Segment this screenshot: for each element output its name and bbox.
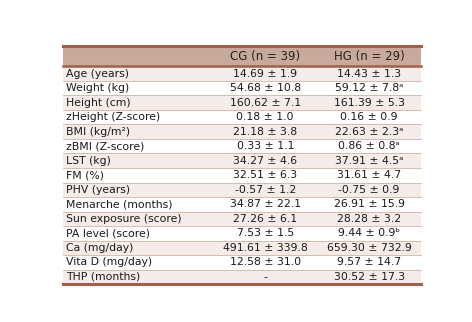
Bar [63, 125, 213, 139]
Bar [317, 81, 421, 95]
Bar [317, 139, 421, 154]
Text: -0.57 ± 1.2: -0.57 ± 1.2 [235, 185, 296, 195]
Text: 14.69 ± 1.9: 14.69 ± 1.9 [233, 69, 297, 79]
Text: 34.87 ± 22.1: 34.87 ± 22.1 [230, 199, 301, 209]
Text: -: - [263, 272, 267, 282]
Text: 22.63 ± 2.3ᵃ: 22.63 ± 2.3ᵃ [335, 127, 404, 137]
Text: 14.43 ± 1.3: 14.43 ± 1.3 [337, 69, 401, 79]
Bar [63, 46, 213, 66]
Bar [213, 197, 317, 212]
Bar [63, 168, 213, 183]
Text: 7.53 ± 1.5: 7.53 ± 1.5 [236, 228, 294, 238]
Text: 160.62 ± 7.1: 160.62 ± 7.1 [230, 98, 301, 108]
Text: 26.91 ± 15.9: 26.91 ± 15.9 [334, 199, 405, 209]
Bar [213, 66, 317, 81]
Bar [317, 270, 421, 284]
Bar [63, 183, 213, 197]
Bar [213, 226, 317, 241]
Text: LST (kg): LST (kg) [66, 156, 110, 166]
Bar [317, 183, 421, 197]
Text: 0.86 ± 0.8ᵃ: 0.86 ± 0.8ᵃ [338, 141, 400, 151]
Bar [317, 95, 421, 110]
Text: 31.61 ± 4.7: 31.61 ± 4.7 [337, 170, 401, 180]
Text: Menarche (months): Menarche (months) [66, 199, 172, 209]
Bar [63, 110, 213, 125]
Text: Vita D (mg/day): Vita D (mg/day) [66, 257, 152, 267]
Bar [213, 95, 317, 110]
Text: FM (%): FM (%) [66, 170, 103, 180]
Bar [63, 241, 213, 255]
Bar [317, 110, 421, 125]
Text: 37.91 ± 4.5ᵃ: 37.91 ± 4.5ᵃ [335, 156, 404, 166]
Text: 28.28 ± 3.2: 28.28 ± 3.2 [337, 214, 401, 224]
Bar [317, 46, 421, 66]
Text: THP (months): THP (months) [66, 272, 140, 282]
Text: 27.26 ± 6.1: 27.26 ± 6.1 [233, 214, 297, 224]
Text: 0.33 ± 1.1: 0.33 ± 1.1 [236, 141, 294, 151]
Bar [63, 270, 213, 284]
Bar [317, 66, 421, 81]
Text: CG (n = 39): CG (n = 39) [230, 50, 300, 63]
Text: PHV (years): PHV (years) [66, 185, 130, 195]
Bar [317, 125, 421, 139]
Bar [317, 241, 421, 255]
Text: HG (n = 29): HG (n = 29) [334, 50, 405, 63]
Text: 9.57 ± 14.7: 9.57 ± 14.7 [337, 257, 401, 267]
Text: 30.52 ± 17.3: 30.52 ± 17.3 [334, 272, 405, 282]
Bar [213, 255, 317, 270]
Text: Weight (kg): Weight (kg) [66, 83, 129, 93]
Bar [63, 139, 213, 154]
Text: 0.16 ± 0.9: 0.16 ± 0.9 [340, 112, 398, 122]
Bar [213, 212, 317, 226]
Bar [213, 81, 317, 95]
Bar [213, 270, 317, 284]
Bar [213, 110, 317, 125]
Bar [63, 255, 213, 270]
Bar [317, 212, 421, 226]
Text: 59.12 ± 7.8ᵃ: 59.12 ± 7.8ᵃ [335, 83, 404, 93]
Text: Sun exposure (score): Sun exposure (score) [66, 214, 181, 224]
Text: Height (cm): Height (cm) [66, 98, 130, 108]
Text: 54.68 ± 10.8: 54.68 ± 10.8 [230, 83, 301, 93]
Text: Ca (mg/day): Ca (mg/day) [66, 243, 133, 253]
Text: BMI (kg/m²): BMI (kg/m²) [66, 127, 130, 137]
Text: PA level (score): PA level (score) [66, 228, 150, 238]
Bar [63, 66, 213, 81]
Text: 0.18 ± 1.0: 0.18 ± 1.0 [236, 112, 294, 122]
Text: 32.51 ± 6.3: 32.51 ± 6.3 [233, 170, 297, 180]
Text: 659.30 ± 732.9: 659.30 ± 732.9 [327, 243, 412, 253]
Text: 161.39 ± 5.3: 161.39 ± 5.3 [334, 98, 405, 108]
Text: Age (years): Age (years) [66, 69, 128, 79]
Bar [213, 154, 317, 168]
Bar [63, 81, 213, 95]
Bar [213, 168, 317, 183]
Text: 34.27 ± 4.6: 34.27 ± 4.6 [233, 156, 297, 166]
Bar [213, 241, 317, 255]
Bar [317, 168, 421, 183]
Bar [63, 212, 213, 226]
Bar [63, 154, 213, 168]
Bar [213, 183, 317, 197]
Text: 491.61 ± 339.8: 491.61 ± 339.8 [223, 243, 308, 253]
Bar [63, 95, 213, 110]
Bar [317, 226, 421, 241]
Text: 12.58 ± 31.0: 12.58 ± 31.0 [230, 257, 301, 267]
Text: 9.44 ± 0.9ᵇ: 9.44 ± 0.9ᵇ [338, 228, 400, 238]
Bar [213, 125, 317, 139]
Bar [213, 46, 317, 66]
Text: zHeight (Z-score): zHeight (Z-score) [66, 112, 160, 122]
Bar [317, 255, 421, 270]
Bar [213, 139, 317, 154]
Bar [317, 154, 421, 168]
Text: -0.75 ± 0.9: -0.75 ± 0.9 [338, 185, 400, 195]
Bar [317, 197, 421, 212]
Bar [63, 226, 213, 241]
Text: 21.18 ± 3.8: 21.18 ± 3.8 [233, 127, 297, 137]
Text: zBMI (Z-score): zBMI (Z-score) [66, 141, 144, 151]
Bar [63, 197, 213, 212]
